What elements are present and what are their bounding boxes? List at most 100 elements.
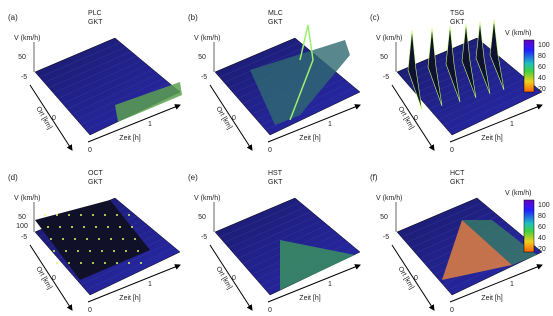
mesh-line [57, 60, 143, 99]
method-name: GKT [88, 19, 103, 26]
zeit-tick-label: 1 [328, 121, 332, 128]
ort-axis [29, 244, 73, 311]
surface-feature [116, 214, 118, 216]
v-label: V (km/h) [14, 195, 40, 202]
method-name: GKT [450, 179, 465, 186]
zeit-label: Zeit [h] [481, 295, 502, 302]
mesh-line [85, 247, 175, 291]
zeit-label: Zeit [h] [119, 295, 140, 302]
surface-feature [74, 238, 76, 240]
zeit-tick-label: 1 [510, 281, 514, 288]
panel-label: (b) [188, 13, 198, 22]
surface-feature [56, 214, 58, 216]
ort-tick-label: -5 [383, 74, 389, 81]
surface-feature [92, 214, 94, 216]
v-label: V (km/h) [194, 35, 220, 42]
ort-label: Ort [km] [34, 106, 53, 131]
v-tick-label: 50 [198, 54, 206, 61]
surface-feature [461, 23, 477, 99]
zeit-tick-label: 1 [328, 281, 332, 288]
v-tick-label: 100 [16, 223, 28, 230]
colorbar: V (km/h) 100 80 60 40 20 [505, 30, 550, 93]
surface-feature [59, 226, 61, 228]
surface-feature [475, 21, 491, 95]
colorbar-tick-label: 40 [538, 75, 546, 82]
panel-label: (f) [370, 173, 378, 182]
mesh-line [48, 51, 132, 89]
mesh-line [442, 82, 532, 126]
panel-label: (a) [8, 13, 18, 22]
colorbar-title: V (km/h) [505, 190, 531, 197]
surface-feature [110, 238, 112, 240]
model-name: TSG [450, 10, 464, 17]
colorbar-scale [523, 199, 535, 253]
mesh-line [265, 87, 355, 131]
mesh-line [71, 73, 159, 115]
ort-axis [391, 244, 435, 311]
surface-feature [68, 262, 70, 264]
surface-feature [442, 220, 512, 280]
surface-feature [92, 262, 94, 264]
surface-feature [47, 226, 49, 228]
colorbar-tick-label: 20 [538, 246, 546, 253]
ort-tick-label: 0 [232, 115, 236, 122]
v-label: V (km/h) [376, 195, 402, 202]
surface-feature [98, 238, 100, 240]
v-label: V (km/h) [194, 195, 220, 202]
zeit-axis [267, 104, 361, 143]
mesh-line [62, 64, 148, 104]
surface-feature [95, 226, 97, 228]
colorbar-tick-label: 80 [538, 213, 546, 220]
surface-feature [62, 238, 64, 240]
model-name: HCT [450, 170, 465, 177]
ort-axis [209, 244, 253, 311]
surface-feature [125, 250, 127, 252]
method-name: GKT [268, 19, 283, 26]
ort-tick-label: -5 [201, 74, 207, 81]
surface-feature [50, 238, 52, 240]
mesh-line [219, 42, 301, 78]
surface-feature [128, 214, 130, 216]
surface-feature [140, 262, 142, 264]
surface-feature [44, 214, 46, 216]
mesh-line [438, 78, 526, 120]
ort-axis [209, 84, 253, 151]
surface-feature [104, 262, 106, 264]
zeit-tick-label: 0 [268, 307, 272, 314]
mesh-line [67, 69, 153, 110]
ort-tick-label: 0 [52, 115, 56, 122]
ort-tick-label: 0 [232, 275, 236, 282]
surface-feature [35, 200, 150, 280]
ort-tick-label: -5 [201, 234, 207, 241]
mesh-line [406, 206, 488, 243]
zeit-label: Zeit [h] [299, 295, 320, 302]
mesh-line [224, 206, 306, 243]
mesh-line [410, 211, 494, 249]
surface-feature [113, 250, 115, 252]
colorbar-tick-label: 100 [538, 42, 550, 49]
model-name: HST [268, 170, 283, 177]
colorbar-tick-label: 60 [538, 224, 546, 231]
v-tick-label: 50 [380, 214, 388, 221]
colorbar-tick-label: 60 [538, 64, 546, 71]
surface-feature [68, 214, 70, 216]
zeit-axis [267, 264, 361, 303]
model-name: MLC [268, 10, 283, 17]
zeit-tick-label: 0 [450, 307, 454, 314]
surface-feature [115, 82, 182, 122]
ort-tick-label: 0 [52, 275, 56, 282]
surface-feature [128, 262, 130, 264]
mesh-line [233, 215, 317, 254]
panel-label: (e) [188, 173, 198, 182]
surface [34, 37, 181, 136]
ort-label: Ort [km] [396, 106, 415, 131]
ort-tick-label: -5 [383, 234, 389, 241]
surface-feature [104, 214, 106, 216]
surface-feature [119, 226, 121, 228]
surface-feature [445, 25, 461, 103]
mesh-line [224, 46, 306, 83]
